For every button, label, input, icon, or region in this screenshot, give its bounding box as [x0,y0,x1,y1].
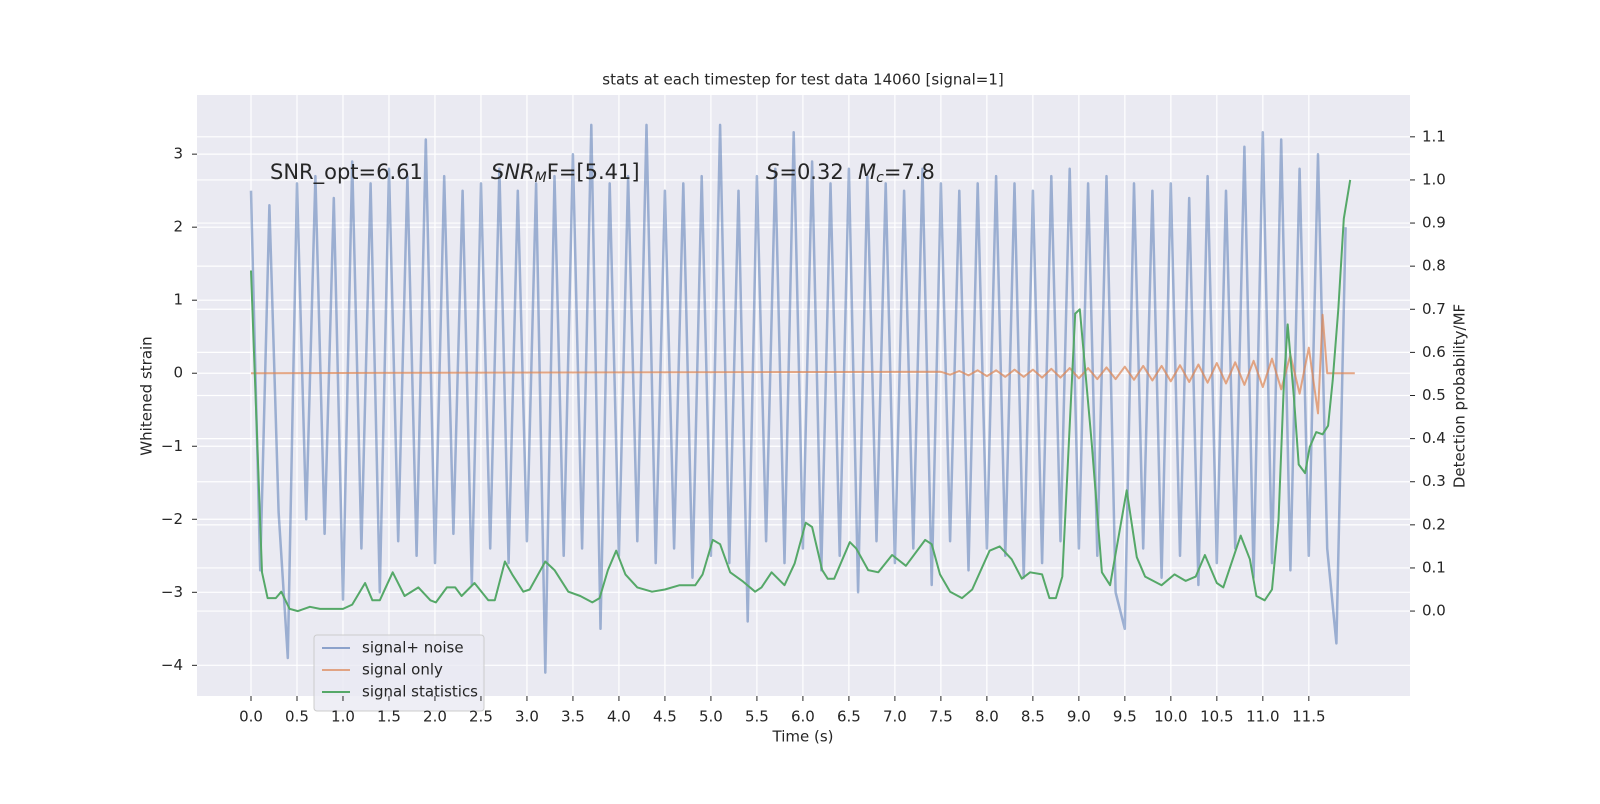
legend-label: signal statistics [362,683,478,701]
annotation: SNR_opt=6.61 [270,160,423,185]
x-tick-label: 4.5 [653,708,677,726]
x-tick-label: 11.0 [1246,708,1279,726]
x-tick-label: 2.0 [423,708,447,726]
y2-tick-label: 0.2 [1422,515,1446,533]
x-axis-label: Time (s) [772,728,834,746]
x-tick-label: 11.5 [1292,708,1325,726]
y-tick-label: 0 [173,364,183,382]
x-tick-label: 5.0 [699,708,723,726]
x-tick-label: 9.5 [1113,708,1137,726]
x-tick-label: 10.0 [1154,708,1187,726]
y2-tick-label: 1.0 [1422,170,1446,188]
annotation: SNRMF=[5.41] [491,160,640,186]
marks [249,123,1355,674]
x-tick-label: 1.5 [377,708,401,726]
annotation: S=0.32 [766,160,844,184]
annotation-part: F=[5.41] [547,160,640,184]
y-axis-label: Whitened strain [138,336,156,455]
y2-tick-label: 0.8 [1422,257,1446,275]
annotation-part: M [535,170,547,186]
y-tick-label: 1 [173,291,183,309]
x-tick-label: 1.0 [331,708,355,726]
annotation-part: SNR_opt=6.61 [270,160,423,185]
x-tick-label: 9.0 [1067,708,1091,726]
y2-tick-label: 0.6 [1422,343,1446,361]
annotation: Mc=7.8 [858,160,935,186]
y2-tick-label: 0.0 [1422,602,1446,620]
annotation-part: SNR [491,160,535,184]
chart-title: stats at each timestep for test data 140… [602,71,1003,89]
x-tick-label: 4.0 [607,708,631,726]
x-tick-label: 0.0 [239,708,263,726]
x-tick-label: 7.5 [929,708,953,726]
annotation-part: =7.8 [884,160,935,184]
series-line [249,123,1347,674]
y-tick-label: 3 [173,145,183,163]
x-tick-label: 6.0 [791,708,815,726]
annotation-part: c [876,170,884,186]
y2-tick-label: 0.1 [1422,558,1446,576]
annotation-part: S [766,160,779,184]
legend-label: signal only [362,661,443,679]
x-tick-label: 3.0 [515,708,539,726]
y-tick-label: 2 [173,218,183,236]
x-tick-label: 8.5 [1021,708,1045,726]
x-tick-label: 0.5 [285,708,309,726]
legend-label: signal+ noise [362,639,464,657]
y2-tick-label: 0.9 [1422,214,1446,232]
y2-tick-label: 0.7 [1422,300,1446,318]
x-tick-label: 7.0 [883,708,907,726]
y2-tick-label: 1.1 [1422,127,1446,145]
y-tick-label: −4 [161,656,183,674]
x-tick-label: 6.5 [837,708,861,726]
annotation-part: M [858,160,876,184]
x-tick-label: 2.5 [469,708,493,726]
y-tick-label: −1 [161,437,183,455]
x-tick-label: 8.0 [975,708,999,726]
annotation-part: =0.32 [779,160,843,184]
y2-tick-label: 0.5 [1422,386,1446,404]
x-tick-label: 10.5 [1200,708,1233,726]
y-tick-label: −3 [161,583,183,601]
legend: signal+ noise signal only signal statistic… [313,634,485,712]
x-tick-label: 3.5 [561,708,585,726]
y2-tick-label: 0.3 [1422,472,1446,490]
y2-tick-label: 0.4 [1422,429,1446,447]
series-line [250,179,1352,613]
y-tick-label: −2 [161,510,183,528]
series-line [250,313,1355,415]
y2-axis-label: Detection probability/MF [1451,304,1469,488]
legend-box [313,634,485,712]
x-tick-label: 5.5 [745,708,769,726]
